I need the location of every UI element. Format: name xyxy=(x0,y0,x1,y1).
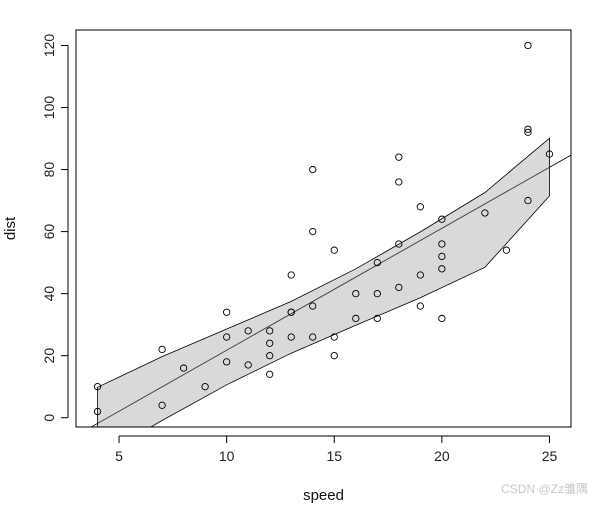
y-tick-label: 100 xyxy=(41,96,57,120)
data-point xyxy=(158,401,166,409)
data-point xyxy=(524,41,532,50)
x-tick-label: 5 xyxy=(115,448,123,464)
data-point xyxy=(373,314,381,323)
data-point xyxy=(416,302,424,310)
data-point xyxy=(244,361,252,369)
data-point xyxy=(373,258,381,267)
data-point xyxy=(395,240,403,248)
x-tick-label: 25 xyxy=(542,448,558,464)
fit-line xyxy=(97,167,550,424)
data-point xyxy=(266,327,274,335)
confidence-band-layer xyxy=(97,137,550,427)
data-point xyxy=(309,165,317,174)
data-point xyxy=(244,327,252,335)
y-tick-label: 20 xyxy=(41,348,57,364)
y-axis-title: dist xyxy=(2,216,19,240)
data-point xyxy=(309,302,317,310)
data-point xyxy=(524,125,532,133)
axes-layer: 5 10 15 20 25 0 20 40 60 80 100 120 xyxy=(41,34,557,464)
x-tick-label: 20 xyxy=(434,448,450,464)
data-point xyxy=(545,150,554,158)
data-point xyxy=(395,178,403,186)
y-tick-label: 60 xyxy=(41,224,57,240)
data-point xyxy=(223,308,231,316)
confidence-band xyxy=(97,137,550,427)
plot-frame xyxy=(75,29,572,428)
data-point xyxy=(395,283,403,292)
data-points-layer xyxy=(93,41,554,416)
data-point xyxy=(287,333,295,341)
regression-line-layer xyxy=(90,154,571,427)
data-point xyxy=(438,252,446,261)
data-point xyxy=(330,246,338,254)
data-point xyxy=(524,196,532,205)
data-point xyxy=(223,333,231,341)
data-point xyxy=(309,333,317,341)
data-point xyxy=(416,203,424,211)
data-point xyxy=(438,240,446,248)
data-point xyxy=(438,215,446,223)
y-tick-label: 40 xyxy=(41,286,57,302)
data-point xyxy=(287,308,295,316)
y-tick-label: 0 xyxy=(41,414,57,422)
data-point xyxy=(524,128,532,137)
x-tick-label: 15 xyxy=(326,448,342,464)
data-point xyxy=(266,370,274,378)
x-axis-title: speed xyxy=(303,487,344,504)
data-point xyxy=(330,333,338,341)
data-point xyxy=(481,209,489,217)
data-point xyxy=(201,383,209,391)
data-point xyxy=(438,314,446,323)
data-point xyxy=(330,352,338,360)
y-tick-label: 120 xyxy=(41,34,57,58)
data-point xyxy=(373,289,381,298)
data-point xyxy=(352,289,360,298)
watermark: CSDN @Zz雏隅 xyxy=(501,482,588,496)
data-point xyxy=(438,265,446,273)
data-point xyxy=(352,314,360,323)
x-tick-label: 10 xyxy=(219,448,235,464)
data-point xyxy=(266,339,274,347)
data-point xyxy=(179,364,188,372)
data-point xyxy=(502,246,511,254)
y-tick-label: 80 xyxy=(41,162,57,178)
data-point xyxy=(416,271,424,279)
data-point xyxy=(93,383,102,391)
data-point xyxy=(93,407,102,416)
data-point xyxy=(158,345,166,354)
data-point xyxy=(309,227,317,236)
data-point xyxy=(223,358,231,366)
data-point xyxy=(287,271,295,279)
data-point xyxy=(395,153,403,161)
data-point xyxy=(266,352,274,360)
